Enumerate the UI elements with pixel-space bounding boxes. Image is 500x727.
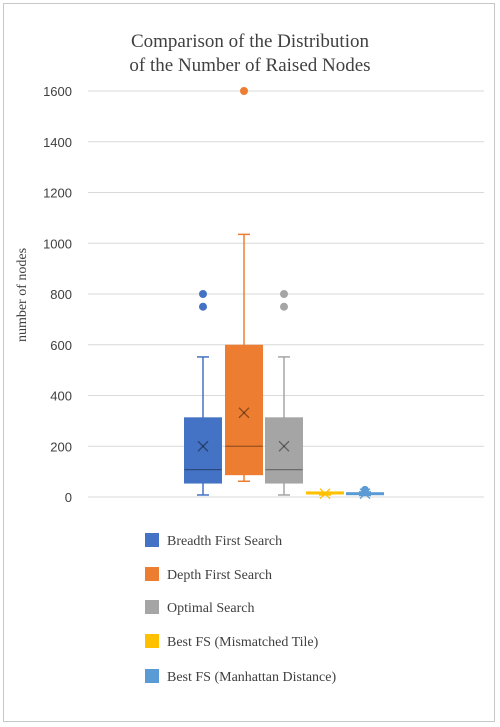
outlier-point [361,485,369,494]
legend-swatch [145,600,159,614]
box-iqr [225,344,263,476]
outlier-point [280,290,288,298]
y-tick-label: 200 [50,439,72,454]
mean-marker [238,407,250,419]
legend-label: Best FS (Manhattan Distance) [167,670,336,685]
legend-label: Breadth First Search [167,534,282,549]
gridlines [88,90,484,498]
y-axis-ticks: 0 200 400 600 800 1000 1200 1400 1600 [43,84,72,505]
box-3 [265,290,303,496]
legend-swatch [145,567,159,581]
outlier-point [199,302,207,311]
y-tick-label: 1200 [43,186,72,201]
mean-marker [319,488,331,500]
chart-title-line-2: of the Number of Raised Nodes [129,55,371,76]
y-tick-label: 0 [65,490,72,505]
y-tick-label: 800 [50,287,72,302]
legend-swatch [145,533,159,547]
legend-label: Depth First Search [167,568,272,583]
outlier-point [199,290,207,298]
y-tick-label: 1000 [43,236,72,251]
legend-label: Optimal Search [167,601,254,616]
mean-marker [197,440,209,452]
box-2 [225,87,263,483]
chart-title-line-1: Comparison of the Distribution [130,31,369,52]
legend-swatch [145,634,159,648]
y-tick-label: 600 [50,338,72,353]
mean-marker [278,440,290,452]
outlier-point [280,302,288,311]
box-iqr [184,417,222,484]
box-1 [184,290,222,496]
box-series [184,87,384,500]
outlier-point [240,87,248,95]
mean-marker [238,407,250,419]
box-4 [306,488,344,500]
mean-marker [197,440,209,452]
y-tick-label: 400 [50,389,72,404]
box-5 [346,485,384,500]
y-tick-label: 1600 [43,84,72,99]
box-iqr [265,417,303,484]
y-axis-label: number of nodes [15,248,30,342]
y-tick-label: 1400 [43,135,72,150]
legend-swatch [145,669,159,683]
legend-label: Best FS (Mismatched Tile) [167,635,319,650]
legend: Breadth First Search Depth First Search Op… [145,533,336,685]
mean-marker [278,440,290,452]
